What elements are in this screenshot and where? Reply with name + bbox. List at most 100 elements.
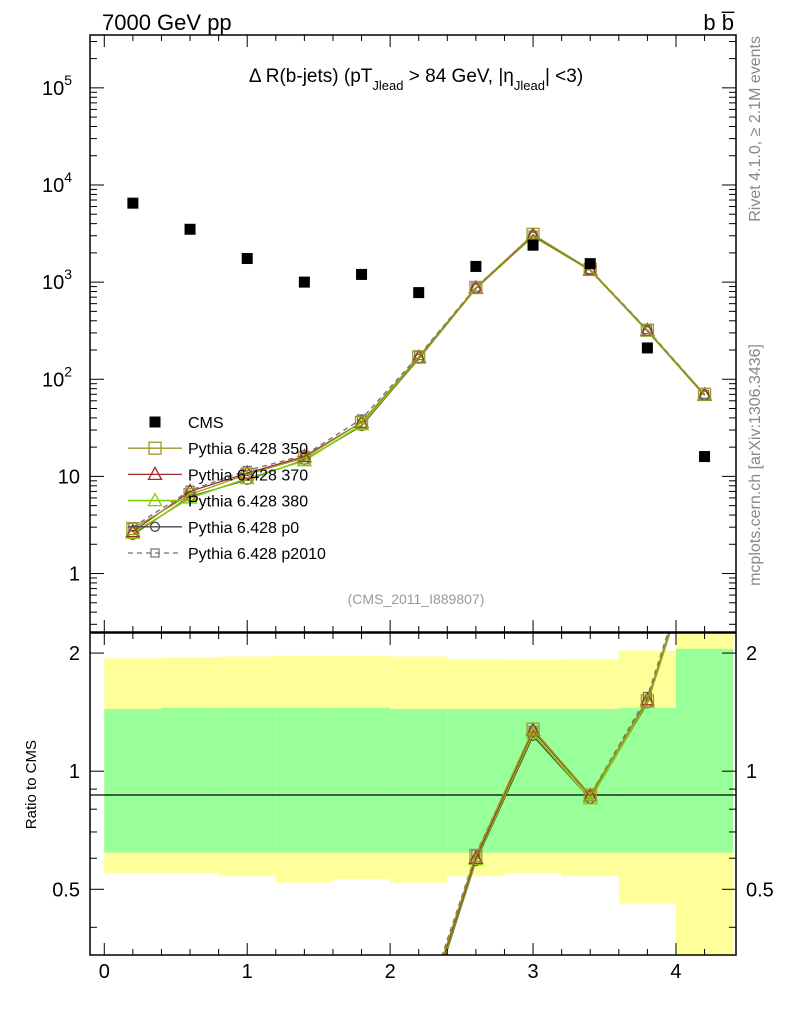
ratio-panel: 0 1 2 3 4 0.5 0.5 1 1 2 2 bbox=[52, 513, 774, 983]
legend-marker-p380 bbox=[147, 492, 163, 507]
ratio-band-inner bbox=[332, 707, 391, 853]
series-line-p370 bbox=[132, 234, 706, 533]
legend-marker-cms bbox=[149, 416, 161, 428]
title-end: | <3) bbox=[545, 66, 583, 87]
main-y-tick-label: 1 bbox=[69, 564, 80, 586]
plot-title: Δ R(b-jets) (pTJlead > 84 GeV, |ηJlead| … bbox=[249, 66, 583, 93]
ratio-y-tick-label: 0.5 bbox=[52, 879, 80, 901]
ratio-point-p350 bbox=[469, 848, 483, 863]
ratio-point-p350 bbox=[699, 513, 711, 525]
ratio-band-inner bbox=[561, 709, 619, 853]
ratio-y-tick-label-right: 0.5 bbox=[746, 879, 774, 901]
legend-marker-p2010 bbox=[150, 548, 160, 558]
ratio-point-p350 bbox=[526, 722, 540, 736]
point-p350 bbox=[354, 415, 369, 429]
ratio-band-inner bbox=[104, 709, 162, 853]
ratio-x-tick-label: 2 bbox=[385, 961, 396, 983]
ratio-point-p370 bbox=[639, 691, 655, 706]
point-p350 bbox=[412, 350, 426, 364]
point-p370 bbox=[239, 464, 255, 479]
point-p370 bbox=[125, 523, 141, 538]
cms-data-point bbox=[241, 253, 253, 265]
series-line-p0 bbox=[132, 235, 706, 536]
cms-data-point bbox=[470, 260, 482, 272]
ratio-y-tick-label: 2 bbox=[69, 643, 80, 665]
point-p350 bbox=[469, 280, 483, 295]
ratio-y-tick-label-right: 1 bbox=[746, 761, 757, 783]
legend-label: Pythia 6.428 350 bbox=[188, 441, 308, 458]
ratio-x-tick-label: 0 bbox=[99, 961, 110, 983]
ratio-band-inner bbox=[447, 709, 505, 853]
main-y-tick-label: 104 bbox=[42, 169, 72, 197]
ratio-line-p350 bbox=[442, 633, 670, 955]
main-y-tick-label: 103 bbox=[42, 266, 72, 294]
cms-data-point bbox=[184, 223, 196, 235]
legend-label: CMS bbox=[188, 415, 224, 432]
ratio-point-p380 bbox=[698, 518, 711, 530]
ratio-y-tick-label: 1 bbox=[69, 761, 80, 783]
point-p370 bbox=[639, 322, 655, 337]
cms-data-point bbox=[413, 287, 425, 299]
ratio-point-p380 bbox=[468, 851, 484, 866]
ratio-ylabel: Ratio to CMS bbox=[23, 740, 40, 829]
ratio-band-inner bbox=[618, 707, 676, 853]
ratio-band-inner bbox=[675, 648, 734, 853]
series-line-p2010 bbox=[132, 234, 706, 528]
point-p380 bbox=[296, 452, 312, 467]
ratio-x-tick-label: 3 bbox=[527, 961, 538, 983]
ratio-band-inner bbox=[161, 707, 219, 853]
legend: CMS Pythia 6.428 350 Pythia 6.428 370 Pythi… bbox=[128, 415, 326, 563]
title-mid: > 84 GeV, |η bbox=[403, 66, 513, 87]
legend-marker-p0 bbox=[149, 521, 161, 532]
series-line-p350 bbox=[132, 233, 706, 530]
main-y-tick-label: 105 bbox=[42, 72, 72, 100]
title-sub1: Jlead bbox=[372, 78, 403, 93]
legend-label: Pythia 6.428 370 bbox=[188, 467, 308, 484]
header-right: b b̅ bbox=[703, 10, 735, 35]
ratio-x-tick-label: 4 bbox=[670, 961, 681, 983]
main-y-tick-label: 102 bbox=[42, 363, 72, 391]
ratio-y-tick-label-right: 2 bbox=[746, 643, 757, 665]
cms-data-point bbox=[298, 276, 310, 288]
point-p370 bbox=[182, 483, 198, 498]
title-sub2: Jlead bbox=[514, 78, 545, 93]
cms-data-point bbox=[356, 268, 368, 280]
point-p350 bbox=[697, 387, 712, 401]
point-p350 bbox=[240, 467, 254, 481]
cms-data-point bbox=[584, 258, 596, 270]
legend-marker-p370 bbox=[147, 466, 163, 481]
title-main: (b-jets) (pT bbox=[279, 66, 372, 87]
ratio-band-inner bbox=[275, 707, 333, 853]
ratio-point-p2010 bbox=[701, 515, 709, 523]
main-frame bbox=[89, 34, 737, 633]
ratio-x-tick-label: 1 bbox=[242, 961, 253, 983]
point-p350 bbox=[297, 451, 312, 465]
point-p350 bbox=[126, 521, 140, 536]
ratio-band-inner bbox=[390, 709, 448, 853]
legend-label: Pythia 6.428 p2010 bbox=[188, 546, 326, 563]
ratio-point-p350 bbox=[640, 694, 655, 708]
legend-label: Pythia 6.428 p0 bbox=[188, 520, 299, 537]
ratio-point-p380 bbox=[582, 790, 598, 805]
point-p350 bbox=[640, 323, 655, 337]
title-prefix: Δ R bbox=[249, 66, 280, 87]
main-y-tick-label: 10 bbox=[58, 466, 80, 488]
rivet-label: Rivet 4.1.0, ≥ 2.1M events bbox=[747, 36, 764, 222]
cms-data-point bbox=[127, 197, 139, 209]
mcplots-label: mcplots.cern.ch [arXiv:1306.3436] bbox=[747, 344, 764, 586]
ratio-point-p370 bbox=[468, 849, 484, 864]
point-p350 bbox=[183, 487, 197, 502]
analysis-id: (CMS_2011_I889807) bbox=[348, 591, 485, 607]
series-line-p380 bbox=[132, 234, 706, 534]
ratio-point-p0 bbox=[700, 520, 709, 529]
ratio-band-inner bbox=[218, 707, 276, 853]
point-p380 bbox=[125, 524, 141, 539]
legend-marker-p350 bbox=[148, 441, 162, 455]
cms-data-point bbox=[527, 239, 539, 251]
header-left: 7000 GeV pp bbox=[102, 10, 232, 35]
ratio-point-p370 bbox=[698, 516, 711, 528]
legend-label: Pythia 6.428 380 bbox=[188, 494, 308, 511]
cms-data-point bbox=[699, 451, 711, 463]
main-panel: 1 10 102 103 104 105 bbox=[42, 34, 737, 633]
